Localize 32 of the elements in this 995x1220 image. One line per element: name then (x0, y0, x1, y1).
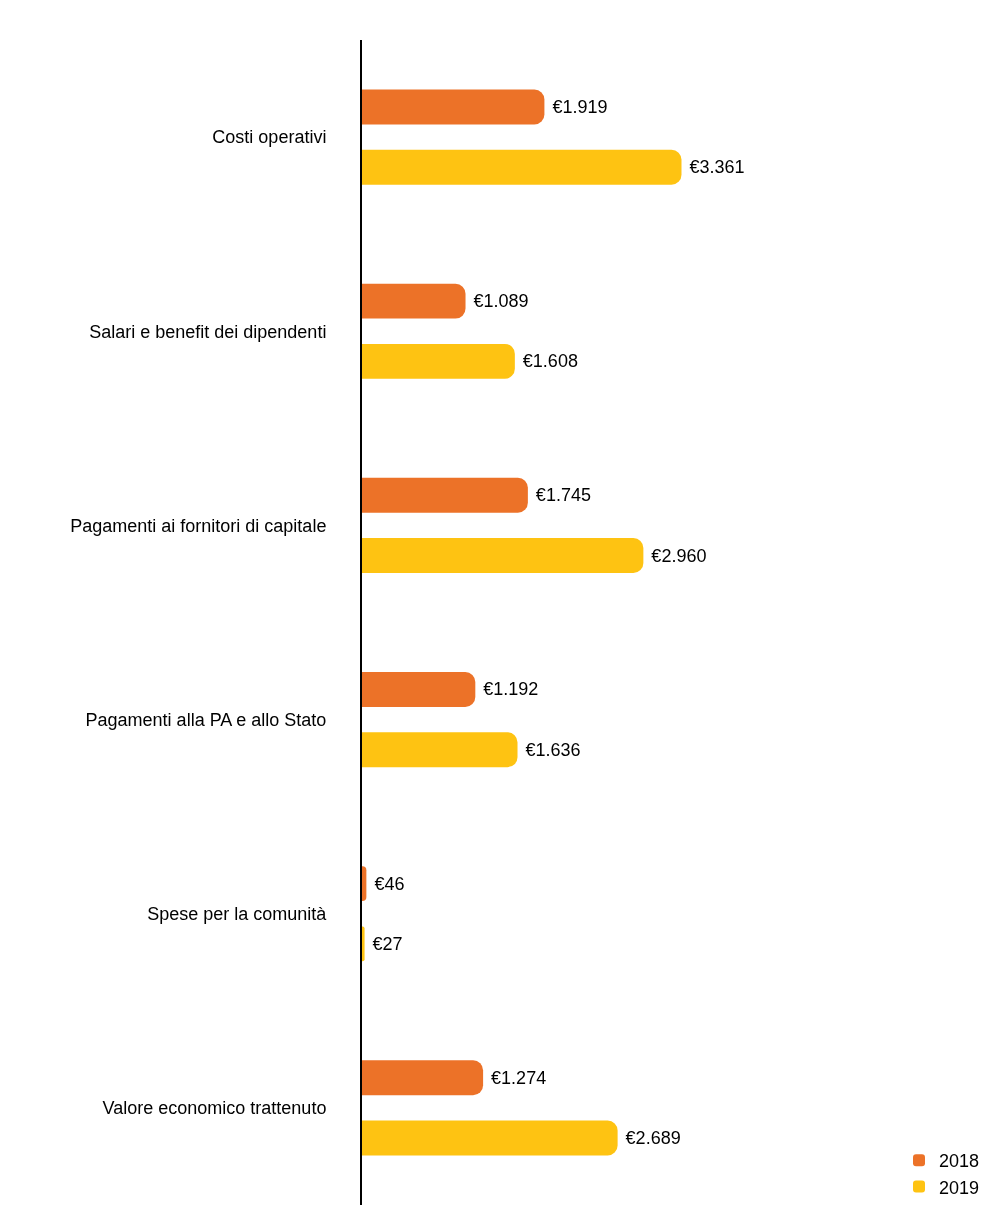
data-label: €1.745 (530, 485, 591, 506)
bar (362, 1060, 484, 1096)
data-label: €27 (367, 933, 403, 954)
bar (362, 732, 518, 768)
data-label: €3.361 (684, 157, 745, 178)
bar (362, 926, 365, 962)
legend-label: 2018 (939, 1151, 980, 1172)
bar (362, 1120, 618, 1156)
data-label: €2.689 (620, 1128, 681, 1149)
bar (362, 89, 545, 125)
y-tick-label: Pagamenti ai fornitori di capitale (70, 515, 327, 536)
bar (362, 477, 528, 513)
bar (362, 672, 476, 707)
data-label: €46 (369, 873, 405, 894)
data-label: €1.089 (468, 291, 529, 312)
bar (362, 538, 644, 573)
data-label: €2.960 (646, 545, 707, 566)
bar (362, 283, 466, 319)
data-label: €1.274 (486, 1067, 547, 1088)
bar (362, 149, 682, 185)
y-tick-label: Salari e benefit dei dipendenti (89, 321, 327, 342)
data-label: €1.192 (478, 679, 539, 700)
bar (362, 866, 367, 902)
data-label: €1.636 (520, 739, 581, 760)
data-label: €1.919 (547, 96, 608, 117)
y-tick-label: Costi operativi (212, 127, 327, 148)
data-label: €1.608 (517, 351, 578, 372)
y-tick-label: Spese per la comunità (147, 904, 328, 925)
bar (362, 343, 515, 379)
y-tick-label: Pagamenti alla PA e allo Stato (85, 709, 327, 730)
legend-label: 2019 (939, 1177, 980, 1198)
y-tick-label: Valore economico trattenuto (102, 1098, 327, 1119)
